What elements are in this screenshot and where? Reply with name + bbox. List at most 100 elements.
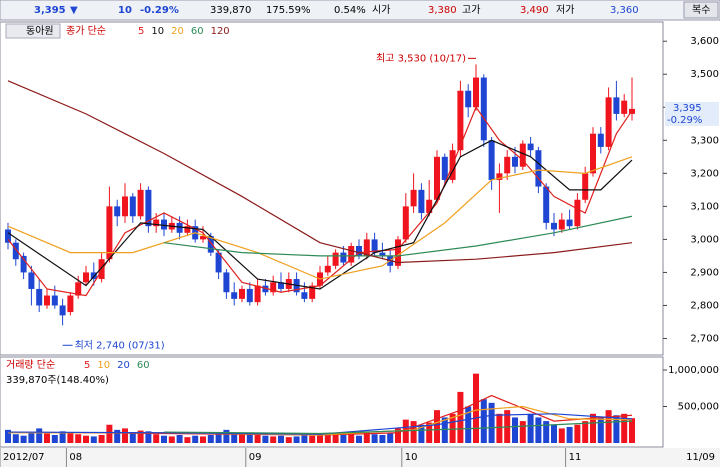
- last-date: 11/09: [686, 452, 715, 463]
- candle-body: [184, 226, 191, 233]
- multi-button-label: 복수: [692, 4, 710, 16]
- volume-bar: [293, 436, 300, 443]
- volume-bar: [496, 413, 503, 443]
- candle-body: [363, 239, 370, 256]
- candle-body: [488, 140, 495, 180]
- volume-bar: [184, 437, 191, 443]
- volume-bar: [465, 406, 472, 443]
- volume-bar: [348, 433, 355, 443]
- candle-body: [512, 156, 518, 167]
- candle-body: [457, 90, 464, 151]
- volume: 339,870: [210, 5, 251, 16]
- candle-body: [75, 282, 82, 296]
- candle-body: [613, 97, 620, 114]
- candle-body: [129, 196, 136, 217]
- y-tick-label: 2,900: [690, 267, 719, 278]
- candle-body: [332, 252, 339, 266]
- candle-body: [20, 255, 27, 273]
- price: 3,395: [34, 5, 66, 16]
- candle-body: [379, 252, 386, 256]
- candle-body: [254, 285, 261, 303]
- legend-entry: 5: [84, 360, 90, 371]
- volume-bar: [317, 433, 323, 443]
- volume-bar: [90, 436, 97, 443]
- volume-bar: [613, 415, 620, 443]
- candle-body: [402, 206, 409, 240]
- volume-bar: [129, 432, 136, 443]
- volume-bar: [332, 432, 339, 443]
- annotation: 최고 3,530 (10/17): [376, 52, 466, 64]
- volume-bar: [51, 434, 58, 443]
- candle-body: [137, 189, 144, 217]
- low: 3,360: [610, 5, 639, 16]
- candle-body: [36, 288, 43, 306]
- volume-bar: [449, 413, 456, 443]
- candle-body: [239, 288, 245, 299]
- volume-bar: [106, 424, 113, 443]
- volume-bar: [597, 417, 604, 443]
- open-label: 시가: [372, 4, 390, 16]
- moving-average: [7, 156, 633, 280]
- candle-body: [28, 272, 35, 289]
- candle-body: [145, 189, 152, 227]
- legend-entry: 120: [211, 26, 230, 37]
- volume-bar: [12, 434, 19, 443]
- volume-bar: [410, 421, 417, 443]
- stock-box[interactable]: [5, 23, 61, 39]
- turnover: 0.54%: [334, 5, 366, 16]
- volume-bar: [473, 373, 479, 443]
- y-tick-label: 500,000: [678, 402, 719, 413]
- candle-body: [67, 295, 74, 313]
- candle-body: [597, 133, 604, 147]
- multi-button[interactable]: [683, 1, 719, 19]
- volume-bar: [418, 424, 425, 443]
- volume-bar: [223, 429, 230, 443]
- candle-body: [543, 186, 550, 223]
- volume-bar: [246, 432, 253, 443]
- candle-body: [98, 259, 105, 280]
- candle-body: [519, 143, 526, 167]
- volume-bar: [590, 413, 596, 443]
- candle-body: [215, 252, 222, 273]
- legend-entry: 60: [191, 26, 204, 37]
- volume-bar: [402, 419, 409, 443]
- volume-bar: [168, 436, 175, 443]
- y-tick-label: 2,700: [690, 333, 719, 344]
- candle-body: [161, 219, 167, 230]
- volume-bar: [20, 435, 27, 443]
- legend-entry: 5: [138, 26, 144, 37]
- legend-entry: 20: [117, 360, 130, 371]
- volume-bar: [605, 410, 612, 443]
- candle-body: [527, 143, 534, 151]
- candle-body: [59, 305, 66, 316]
- volume-bar: [535, 417, 542, 443]
- volume-bar: [67, 432, 74, 443]
- moving-average: [163, 215, 633, 257]
- volume-bar: [145, 431, 152, 443]
- candle-body: [590, 133, 596, 174]
- volume-bar: [558, 428, 565, 443]
- y-tick-label: 3,200: [690, 168, 719, 179]
- volume-bar: [426, 422, 433, 443]
- x-tick-label: 08: [69, 452, 82, 463]
- volume-bar: [215, 432, 222, 443]
- volume-bar: [543, 421, 550, 443]
- candle-body: [90, 272, 97, 280]
- candle-body: [473, 77, 479, 108]
- x-tick-label: 10: [405, 452, 418, 463]
- volume-bar: [153, 434, 160, 443]
- moving-average: [7, 413, 633, 435]
- candle-body: [309, 285, 316, 299]
- volume-bar: [387, 433, 394, 443]
- volume-bar: [566, 426, 573, 443]
- candle-body: [340, 252, 347, 263]
- volume-bar: [75, 434, 82, 443]
- candle-body: [348, 246, 355, 263]
- y-tick-label: 1,000,000: [668, 365, 719, 376]
- candle-body: [270, 282, 277, 293]
- candle-body: [356, 246, 362, 256]
- candle-body: [410, 189, 417, 207]
- volume-bar: [457, 391, 464, 443]
- candle-body: [114, 206, 121, 217]
